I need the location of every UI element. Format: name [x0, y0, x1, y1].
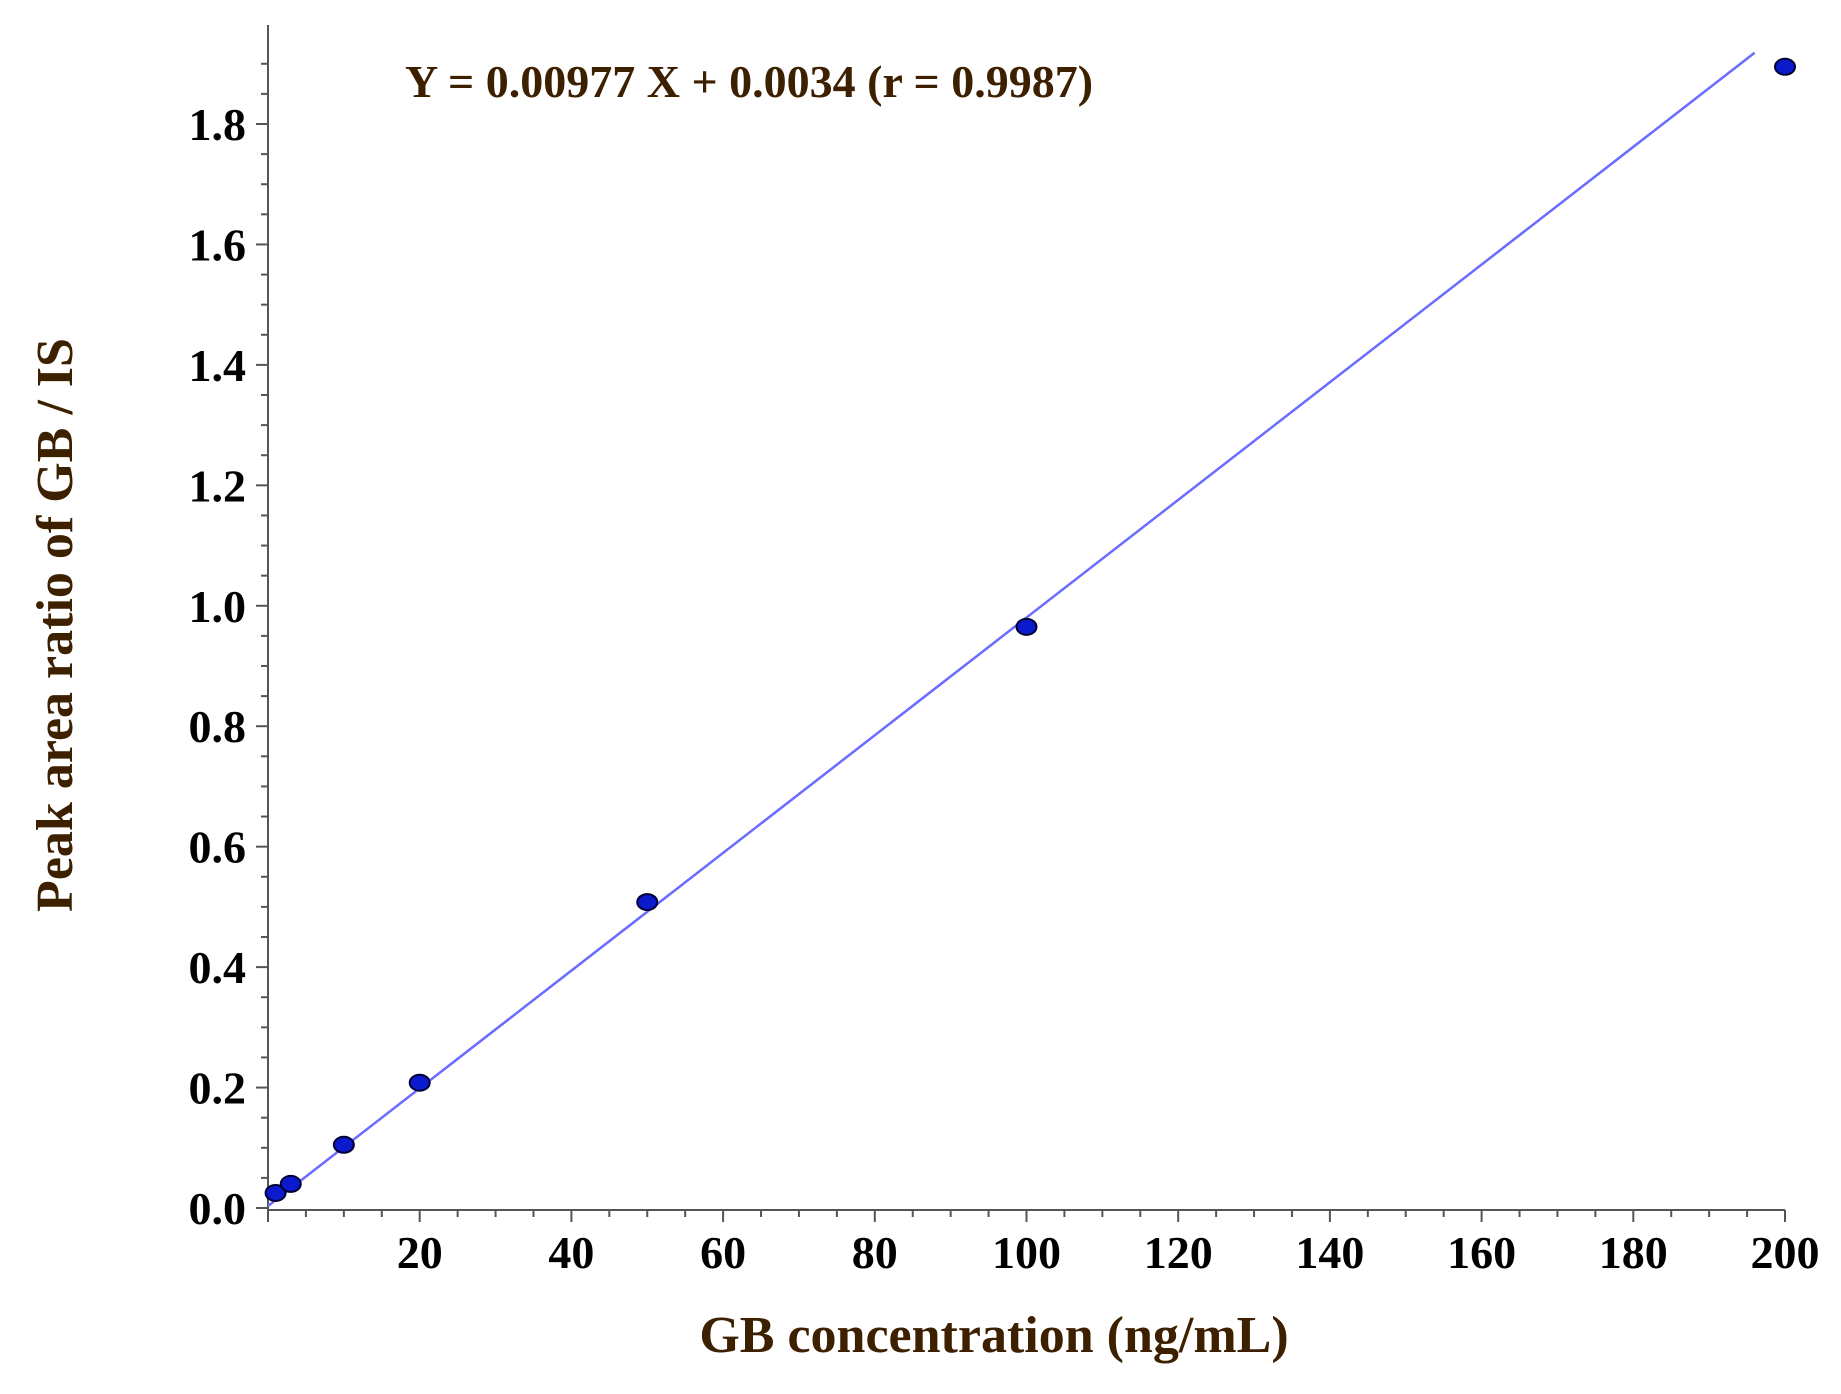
regression-equation: Y = 0.00977 X + 0.0034 (r = 0.9987): [405, 56, 1093, 107]
y-tick-label: 0.2: [189, 1063, 247, 1114]
data-point: [332, 1135, 355, 1154]
y-tick-label: 1.0: [189, 581, 247, 632]
x-tick-label: 100: [992, 1227, 1061, 1278]
tick-labels: 20 40 60 80 100 120 140 160 180 200 0.0 0.2 0.4 0.6 0.…: [189, 99, 1820, 1278]
y-axis-title: Peak area ratio of GB / IS: [27, 338, 84, 912]
fit-line-group: [267, 51, 1756, 1207]
y-tick-label: 0.0: [189, 1183, 247, 1234]
x-tick-label: 160: [1447, 1227, 1516, 1278]
data-point: [408, 1073, 431, 1092]
data-point: [264, 1183, 287, 1202]
data-point: [636, 893, 659, 912]
y-tick-label: 1.8: [189, 99, 247, 150]
data-point: [1774, 57, 1796, 76]
x-tick-label: 60: [700, 1227, 746, 1278]
x-tick-label: 20: [397, 1227, 443, 1278]
axes: [256, 25, 1786, 1222]
x-tick-label: 120: [1144, 1227, 1213, 1278]
y-tick-label: 1.4: [189, 340, 247, 391]
y-tick-label: 0.8: [189, 701, 247, 752]
x-tick-label: 140: [1295, 1227, 1364, 1278]
y-tick-label: 1.6: [189, 219, 247, 270]
y-tick-label: 0.6: [189, 822, 247, 873]
x-tick-label: 40: [548, 1227, 594, 1278]
x-axis-title: GB concentration (ng/mL): [699, 1307, 1288, 1364]
x-tick-label: 180: [1599, 1227, 1668, 1278]
x-tick-label: 80: [852, 1227, 898, 1278]
fit-line: [267, 51, 1756, 1207]
data-point: [279, 1174, 302, 1193]
data-points: [264, 57, 1796, 1202]
x-tick-label: 200: [1751, 1227, 1820, 1278]
y-tick-label: 1.2: [189, 460, 247, 511]
y-tick-label: 0.4: [189, 942, 247, 993]
data-point: [1015, 617, 1038, 636]
